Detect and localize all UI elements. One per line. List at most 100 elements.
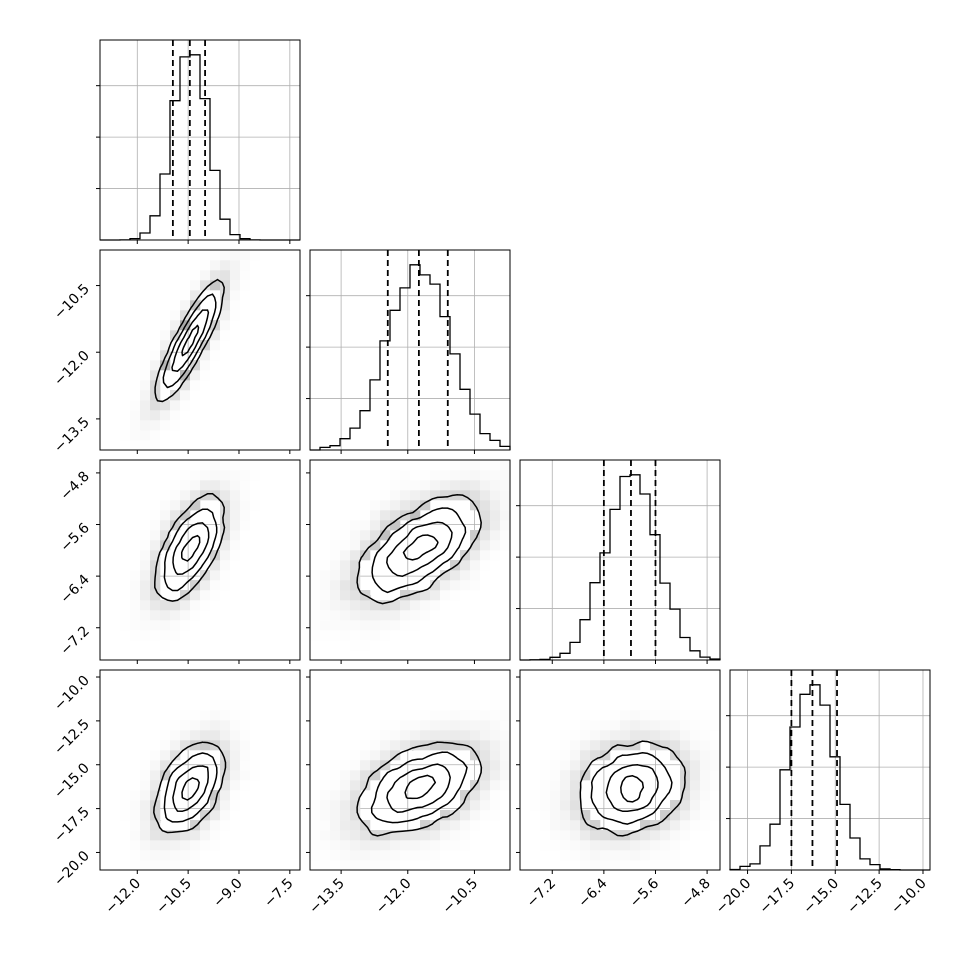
density-cell	[250, 390, 261, 401]
density-cell	[660, 810, 671, 821]
density-cell	[630, 850, 641, 861]
density-cell	[260, 820, 271, 831]
density-cell	[260, 630, 271, 641]
density-cell	[210, 720, 221, 731]
density-cell	[490, 560, 501, 571]
density-cell	[130, 310, 141, 321]
density-cell	[360, 720, 371, 731]
density-cell	[450, 640, 461, 651]
density-cell	[100, 520, 111, 531]
density-cell	[710, 720, 720, 731]
density-cell	[220, 460, 231, 471]
density-cell	[130, 640, 141, 651]
density-cell	[610, 700, 621, 711]
density-cell	[370, 630, 381, 641]
x-tick-label: −20.0	[713, 876, 755, 918]
density-cell	[600, 840, 611, 851]
density-cell	[100, 280, 111, 291]
contour-level-4	[154, 492, 226, 602]
density-cell	[320, 770, 331, 781]
density-cell	[230, 610, 241, 621]
density-cell	[200, 830, 211, 841]
density-cell	[360, 770, 371, 781]
density-cell	[310, 620, 321, 631]
density-cell	[150, 620, 161, 631]
density-cell	[340, 850, 351, 861]
density-cell	[110, 730, 121, 741]
density-cell	[530, 730, 541, 741]
density-cell	[140, 350, 151, 361]
density-cell	[140, 740, 151, 751]
density-cell	[550, 670, 561, 681]
x-tick-label: −4.8	[679, 876, 714, 911]
density-cell	[150, 430, 161, 441]
density-cell	[120, 460, 131, 471]
density-cell	[190, 820, 201, 831]
density-cell	[170, 250, 181, 261]
density-cell	[480, 740, 491, 751]
density-cell	[560, 800, 571, 811]
density-cell	[250, 420, 261, 431]
density-cell	[190, 630, 201, 641]
density-cell	[110, 590, 121, 601]
density-cell	[400, 730, 411, 741]
density-cell	[230, 250, 241, 261]
density-cell	[210, 850, 221, 861]
density-cell	[600, 850, 611, 861]
density-cell	[640, 850, 651, 861]
density-cell	[240, 290, 251, 301]
density-cell	[230, 530, 241, 541]
density-cell	[260, 350, 271, 361]
hist-frame-3	[519, 459, 721, 661]
density-cell	[220, 290, 231, 301]
density-cell	[470, 800, 481, 811]
density-cell	[190, 420, 201, 431]
density-cell	[310, 720, 321, 731]
density-cell	[610, 730, 621, 741]
density-cell	[500, 710, 510, 721]
contour-level-1	[402, 534, 439, 561]
density-cell	[110, 310, 121, 321]
density-cell	[210, 420, 221, 431]
density-cell	[120, 840, 131, 851]
density-cell	[400, 860, 411, 870]
density-cell	[530, 810, 541, 821]
density-cell	[180, 290, 191, 301]
density-cell	[120, 580, 131, 591]
density-cell	[150, 670, 161, 681]
density-cell	[530, 780, 541, 791]
density-cell	[190, 270, 201, 281]
density-cell	[270, 250, 281, 261]
density-cell	[140, 710, 151, 721]
density-cell	[400, 500, 411, 511]
density-cell	[140, 380, 151, 391]
density-cell	[130, 570, 141, 581]
density-cell	[680, 720, 691, 731]
density-cell	[140, 570, 151, 581]
density-cell	[350, 570, 361, 581]
density-cell	[310, 810, 321, 821]
density-cell	[350, 550, 361, 561]
density-cell	[280, 520, 291, 531]
density-cell	[530, 860, 541, 870]
density-cell	[560, 780, 571, 791]
density-cell	[590, 740, 601, 751]
density-cell	[190, 670, 201, 681]
density-cell	[290, 490, 300, 501]
density-cell	[410, 840, 421, 851]
density-cell	[120, 270, 131, 281]
density-cell	[490, 640, 501, 651]
density-cell	[200, 470, 211, 481]
density-cell	[490, 620, 501, 631]
density-cell	[620, 850, 631, 861]
density-cell	[430, 860, 441, 870]
density-cell	[600, 860, 611, 870]
density-cell	[130, 500, 141, 511]
density-cell	[230, 470, 241, 481]
density-cell	[330, 520, 341, 531]
density-cell	[240, 250, 251, 261]
density-cell	[100, 530, 111, 541]
contour-level-2	[386, 763, 451, 814]
density-cell	[460, 730, 471, 741]
density-cell	[710, 830, 720, 841]
